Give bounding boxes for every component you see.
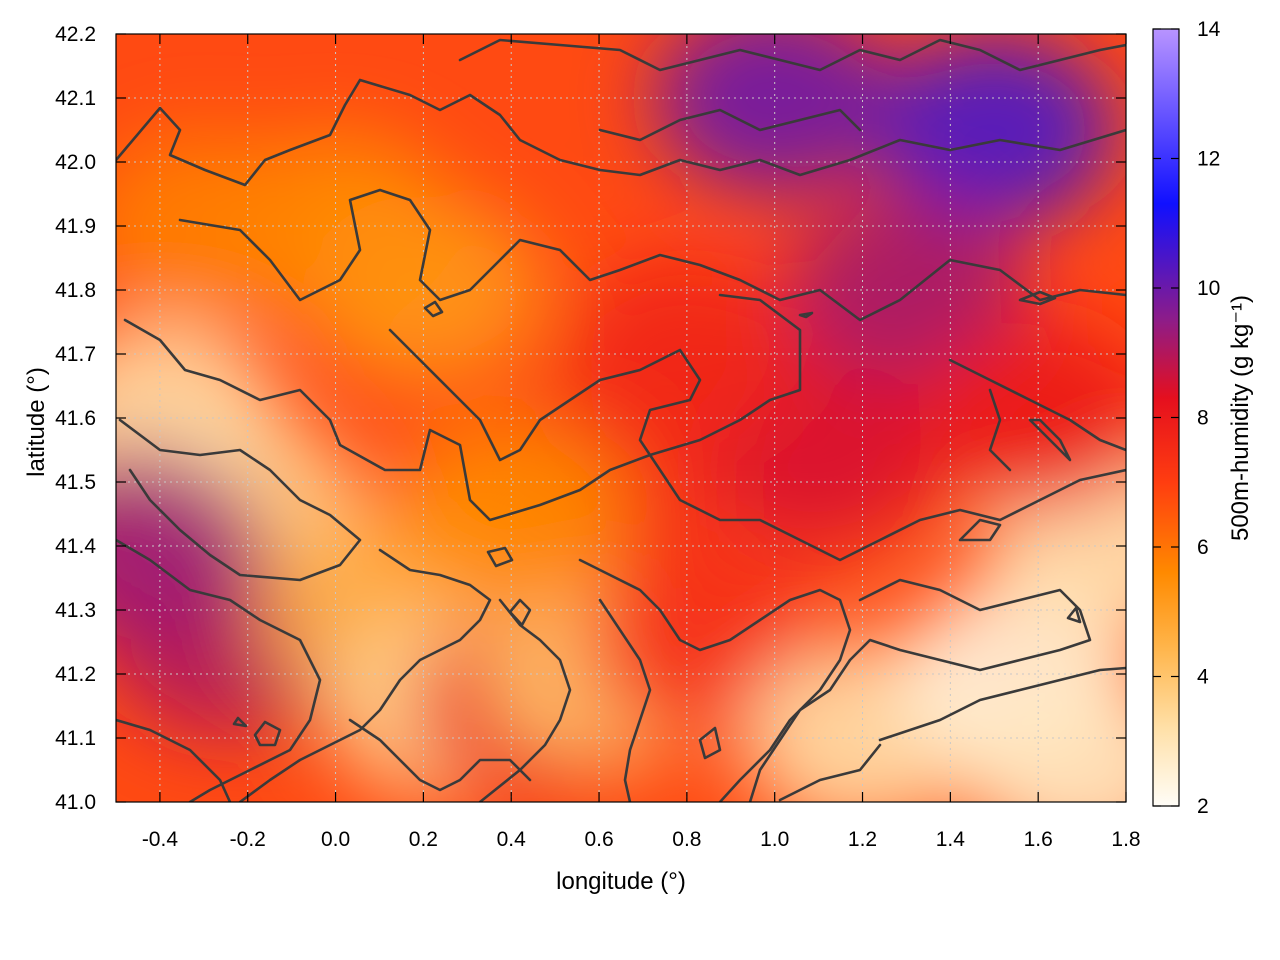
y-tick-label: 41.8 — [55, 279, 96, 302]
y-tick-label: 41.3 — [55, 599, 96, 622]
x-axis: -0.4 -0.2 0.0 0.2 0.4 0.6 0.8 1.0 1.2 1.4 1.6 1.8 — [142, 34, 1141, 851]
colorbar-tick-label: 14 — [1197, 18, 1221, 41]
contour-line — [486, 546, 514, 568]
x-tick-label: 0.0 — [321, 828, 350, 851]
contour-lines — [116, 38, 1126, 802]
y-tick-label: 41.7 — [55, 343, 96, 366]
y-tick-label: 41.4 — [55, 535, 96, 558]
field-sample — [786, 195, 1027, 385]
contour-line — [778, 743, 882, 802]
x-tick-label: 1.0 — [760, 828, 789, 851]
contour-line — [598, 108, 862, 142]
contour-line — [878, 666, 1126, 742]
colorbar-tick-label: 12 — [1197, 148, 1220, 171]
x-tick-label: -0.2 — [230, 828, 266, 851]
y-axis: 41.0 41.1 41.2 41.3 41.4 41.5 41.6 41.7 41.8 41.9… — [55, 23, 1126, 814]
x-tick-label: 1.2 — [848, 828, 877, 851]
x-tick-label: 0.8 — [672, 828, 701, 851]
x-tick-label: 1.6 — [1024, 828, 1053, 851]
colorbar-tick-label: 8 — [1197, 407, 1209, 430]
y-tick-label: 41.0 — [55, 791, 96, 814]
contour-line — [178, 188, 1126, 322]
contour-line — [458, 38, 1126, 72]
contour-line — [598, 598, 652, 802]
y-axis-label: latitude (°) — [23, 367, 50, 477]
contour-line — [748, 578, 1092, 802]
colorbar-tick-label: 10 — [1197, 277, 1220, 300]
y-tick-label: 41.2 — [55, 663, 96, 686]
contour-line — [116, 718, 232, 802]
contour-line — [232, 716, 248, 728]
x-tick-label: 0.2 — [409, 828, 438, 851]
y-tick-label: 41.9 — [55, 215, 96, 238]
x-tick-label: -0.4 — [142, 828, 179, 851]
colorbar: 2 4 6 8 10 12 14 500m-humidity (g kg⁻¹) — [1152, 18, 1254, 818]
field-sample — [962, 675, 1126, 802]
y-tick-label: 41.5 — [55, 471, 96, 494]
y-tick-label: 41.1 — [55, 727, 96, 750]
field-sample — [874, 35, 1115, 225]
colorbar-ticks: 2 4 6 8 10 12 14 — [1153, 18, 1221, 818]
colorbar-label: 500m-humidity (g kg⁻¹) — [1227, 295, 1254, 541]
heatmap-field — [116, 34, 1126, 802]
colorbar-tick-label: 6 — [1197, 536, 1209, 559]
contour-line — [508, 598, 532, 627]
contour-line — [116, 78, 1126, 187]
contour-line — [423, 300, 444, 318]
field-sample — [116, 451, 258, 641]
contour-line — [123, 293, 802, 522]
x-axis-label: longitude (°) — [556, 868, 686, 895]
contour-line — [478, 598, 572, 802]
contour-line — [988, 388, 1012, 472]
colorbar-tick-label: 2 — [1197, 795, 1209, 818]
y-tick-label: 42.0 — [55, 151, 96, 174]
grid-lines — [116, 34, 1126, 802]
x-tick-label: 1.8 — [1111, 828, 1140, 851]
contour-line — [253, 720, 282, 747]
contour-line — [348, 718, 532, 792]
y-tick-label: 42.2 — [55, 23, 96, 46]
x-tick-label: 0.6 — [584, 828, 613, 851]
contour-line — [798, 311, 814, 319]
contour-line — [1066, 606, 1082, 624]
contour-line — [958, 518, 1002, 542]
y-tick-label: 42.1 — [55, 87, 96, 110]
x-tick-label: 0.4 — [497, 828, 527, 851]
contour-line — [118, 418, 362, 582]
x-tick-label: 1.4 — [936, 828, 966, 851]
contour-line — [948, 358, 1126, 452]
heatmap-plot-area — [116, 34, 1126, 802]
contour-line — [1018, 290, 1057, 306]
y-tick-label: 41.6 — [55, 407, 96, 430]
colorbar-tick-label: 4 — [1197, 666, 1209, 689]
contour-line — [116, 538, 322, 802]
contour-line — [698, 726, 722, 760]
contour-line — [238, 548, 492, 802]
contour-line — [388, 328, 1126, 562]
contour-line — [1028, 418, 1072, 462]
contour-line — [578, 558, 852, 802]
